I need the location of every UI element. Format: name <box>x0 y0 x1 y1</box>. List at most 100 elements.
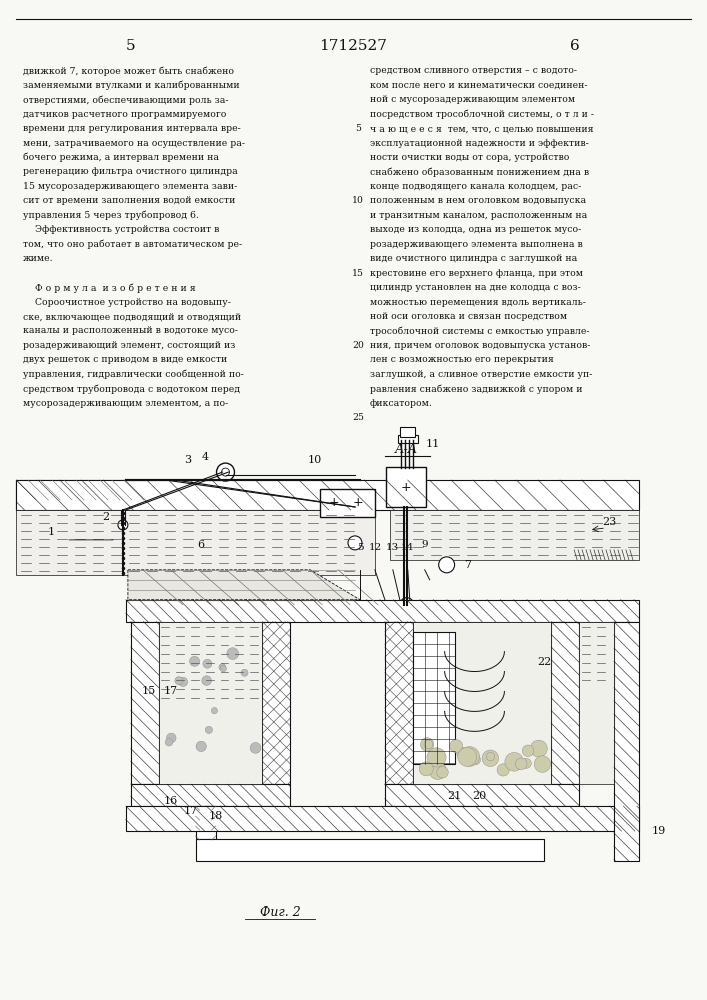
Text: ной оси оголовка и связан посредством: ной оси оголовка и связан посредством <box>370 312 567 321</box>
Text: 5: 5 <box>356 543 363 552</box>
Text: 6: 6 <box>571 39 580 53</box>
Bar <box>400 427 415 437</box>
Text: +: + <box>329 496 339 509</box>
Text: А-А: А-А <box>395 443 419 456</box>
Text: мусорозадерживающим элементом, а по-: мусорозадерживающим элементом, а по- <box>23 399 228 408</box>
Circle shape <box>460 747 479 766</box>
Text: управления, гидравлически сообщенной по-: управления, гидравлически сообщенной по- <box>23 370 244 379</box>
Circle shape <box>175 677 183 685</box>
Bar <box>196 806 216 839</box>
Circle shape <box>458 747 477 766</box>
Circle shape <box>437 767 448 778</box>
Circle shape <box>219 664 226 671</box>
Text: 12: 12 <box>368 543 382 552</box>
Bar <box>551 622 579 784</box>
Text: 10: 10 <box>308 455 322 465</box>
Text: бочего режима, а интервал времени на: бочего режима, а интервал времени на <box>23 153 219 162</box>
Text: отверстиями, обеспечивающими роль за-: отверстиями, обеспечивающими роль за- <box>23 95 229 105</box>
Bar <box>385 784 579 806</box>
Circle shape <box>201 676 211 685</box>
Text: 6: 6 <box>197 540 204 550</box>
Text: можностью перемещения вдоль вертикаль-: можностью перемещения вдоль вертикаль- <box>370 298 586 307</box>
Bar <box>385 622 413 784</box>
Circle shape <box>220 665 226 672</box>
Text: Эффективность устройства состоит в: Эффективность устройства состоит в <box>23 225 220 234</box>
Circle shape <box>241 669 248 676</box>
Text: 15 мусорозадерживающего элемента зави-: 15 мусорозадерживающего элемента зави- <box>23 182 238 191</box>
Text: регенерацию фильтра очистного цилиндра: регенерацию фильтра очистного цилиндра <box>23 167 238 176</box>
Circle shape <box>497 764 509 776</box>
Circle shape <box>522 745 534 757</box>
Text: выходе из колодца, одна из решеток мусо-: выходе из колодца, одна из решеток мусо- <box>370 225 581 234</box>
Text: эксплуатационной надежности и эффектив-: эксплуатационной надежности и эффектив- <box>370 139 589 148</box>
Text: розадерживающего элемента выполнена в: розадерживающего элемента выполнена в <box>370 240 583 249</box>
Bar <box>413 632 455 764</box>
Circle shape <box>471 755 481 765</box>
Circle shape <box>424 740 433 749</box>
Text: 9: 9 <box>421 540 428 549</box>
Text: управления 5 через трубопровод 6.: управления 5 через трубопровод 6. <box>23 211 199 220</box>
Circle shape <box>457 747 467 758</box>
Circle shape <box>166 733 176 743</box>
Text: Фиг. 2: Фиг. 2 <box>260 906 300 919</box>
Text: двух решеток с приводом в виде емкости: двух решеток с приводом в виде емкости <box>23 355 228 364</box>
Bar <box>196 839 544 861</box>
Text: средством сливного отверстия – с водото-: средством сливного отверстия – с водото- <box>370 66 577 75</box>
Text: положенным в нем оголовком водовыпуска: положенным в нем оголовком водовыпуска <box>370 196 586 205</box>
Text: лен с возможностью его перекрытия: лен с возможностью его перекрытия <box>370 355 554 364</box>
Text: времени для регулирования интервала вре-: времени для регулирования интервала вре- <box>23 124 241 133</box>
Text: мени, затрачиваемого на осуществление ра-: мени, затрачиваемого на осуществление ра… <box>23 139 245 148</box>
Text: равления снабжено задвижкой с упором и: равления снабжено задвижкой с упором и <box>370 384 583 394</box>
Text: сит от времени заполнения водой емкости: сит от времени заполнения водой емкости <box>23 196 235 205</box>
Text: 3: 3 <box>184 455 191 465</box>
Text: 11: 11 <box>426 439 440 449</box>
Circle shape <box>427 748 446 767</box>
Text: посредством трособлочной системы, о т л и -: посредством трособлочной системы, о т л … <box>370 110 594 119</box>
Text: 1712527: 1712527 <box>319 39 387 53</box>
Text: 20: 20 <box>472 791 486 801</box>
Bar <box>159 622 262 784</box>
Circle shape <box>505 752 523 771</box>
Text: виде очистного цилиндра с заглушкой на: виде очистного цилиндра с заглушкой на <box>370 254 577 263</box>
Text: Сороочистное устройство на водовыпу-: Сороочистное устройство на водовыпу- <box>23 298 231 307</box>
Circle shape <box>438 557 455 573</box>
Bar <box>16 510 375 575</box>
Text: 15: 15 <box>352 269 364 278</box>
Circle shape <box>521 758 531 768</box>
Circle shape <box>227 648 239 660</box>
Text: ности очистки воды от сора, устройство: ности очистки воды от сора, устройство <box>370 153 569 162</box>
Bar <box>131 622 159 784</box>
Text: 5: 5 <box>126 39 136 53</box>
Text: 4: 4 <box>202 452 209 462</box>
Circle shape <box>179 677 187 686</box>
Circle shape <box>216 463 235 481</box>
Bar <box>413 622 551 784</box>
Text: заглушкой, а сливное отверстие емкости уп-: заглушкой, а сливное отверстие емкости у… <box>370 370 592 379</box>
Circle shape <box>534 756 551 772</box>
Text: 20: 20 <box>352 341 364 350</box>
Text: средством трубопровода с водотоком перед: средством трубопровода с водотоком перед <box>23 384 240 394</box>
Text: 13: 13 <box>386 543 399 552</box>
Text: ной с мусорозадерживающим элементом: ной с мусорозадерживающим элементом <box>370 95 575 104</box>
Bar <box>131 784 291 806</box>
Bar <box>386 467 426 507</box>
Text: +: + <box>400 481 411 494</box>
Circle shape <box>486 752 495 761</box>
Text: конце подводящего канала колодцем, рас-: конце подводящего канала колодцем, рас- <box>370 182 581 191</box>
Bar <box>390 510 639 560</box>
Text: каналы и расположенный в водотоке мусо-: каналы и расположенный в водотоке мусо- <box>23 326 238 335</box>
Polygon shape <box>128 570 360 600</box>
Circle shape <box>450 740 462 753</box>
Circle shape <box>118 520 128 530</box>
Text: Ф о р м у л а  и з о б р е т е н и я: Ф о р м у л а и з о б р е т е н и я <box>23 283 196 293</box>
Text: движкой 7, которое может быть снабжено: движкой 7, которое может быть снабжено <box>23 66 234 76</box>
Circle shape <box>421 738 434 751</box>
Circle shape <box>203 659 212 668</box>
Circle shape <box>429 762 447 779</box>
Circle shape <box>530 740 547 757</box>
Text: ния, причем оголовок водовыпуска установ-: ния, причем оголовок водовыпуска установ… <box>370 341 590 350</box>
Text: 7: 7 <box>464 560 471 570</box>
Circle shape <box>419 762 433 776</box>
Circle shape <box>205 726 213 733</box>
Text: ком после него и кинематически соединен-: ком после него и кинематически соединен- <box>370 81 588 90</box>
